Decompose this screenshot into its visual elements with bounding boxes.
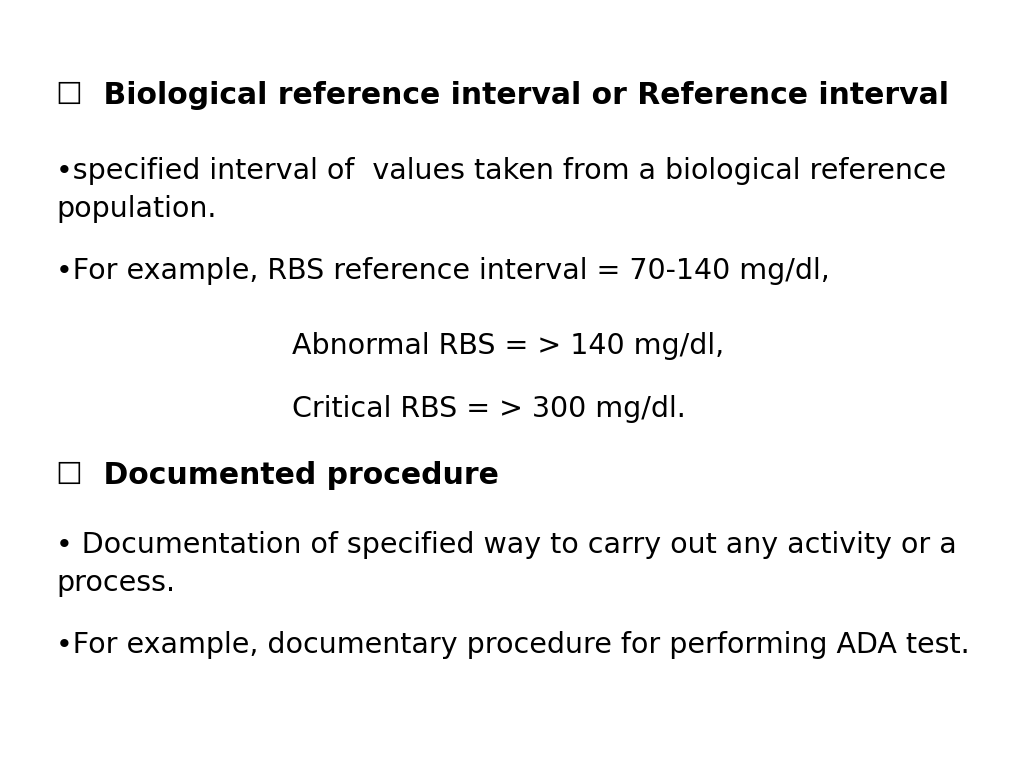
Text: Abnormal RBS = > 140 mg/dl,: Abnormal RBS = > 140 mg/dl,	[292, 332, 724, 359]
Text: •For example, RBS reference interval = 70-140 mg/dl,: •For example, RBS reference interval = 7…	[56, 257, 830, 285]
Text: ☐  Documented procedure: ☐ Documented procedure	[56, 461, 499, 490]
Text: •For example, documentary procedure for performing ADA test.: •For example, documentary procedure for …	[56, 631, 970, 659]
Text: •specified interval of  values taken from a biological reference
population.: •specified interval of values taken from…	[56, 157, 946, 223]
Text: ☐  Biological reference interval or Reference interval: ☐ Biological reference interval or Refer…	[56, 81, 949, 110]
Text: • Documentation of specified way to carry out any activity or a
process.: • Documentation of specified way to carr…	[56, 531, 957, 598]
Text: Critical RBS = > 300 mg/dl.: Critical RBS = > 300 mg/dl.	[292, 395, 686, 422]
